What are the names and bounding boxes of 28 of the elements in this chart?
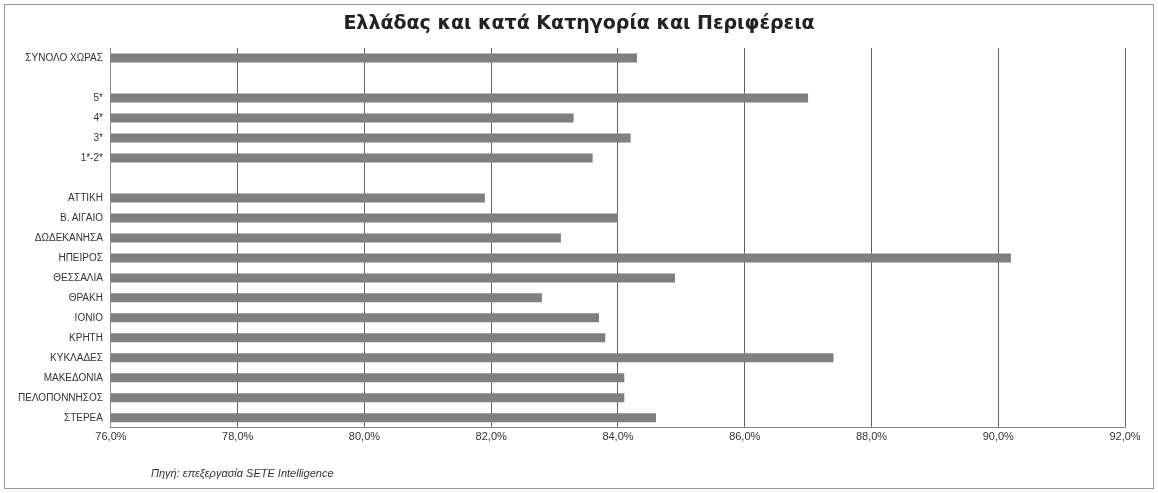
x-tick-label: 90,0% <box>982 430 1015 443</box>
x-tick-label: 84,0% <box>602 430 634 443</box>
chart-title: Ελλάδας και κατά Κατηγορία και Περιφέρεια <box>342 11 816 33</box>
x-tick-label: 76,0% <box>95 430 127 443</box>
y-tick-label: ΑΤΤΙΚΗ <box>68 191 103 203</box>
y-tick-label: ΜΑΚΕΔΟΝΙΑ <box>43 371 104 383</box>
y-tick-label: 5* <box>93 91 104 103</box>
y-tick-label: ΘΡΑΚΗ <box>68 291 103 303</box>
x-tick-label: 78,0% <box>222 430 254 443</box>
y-tick-label: ΔΩΔΕΚΑΝΗΣΑ <box>34 231 104 243</box>
x-tick-label: 86,0% <box>729 430 761 443</box>
y-tick-label: ΚΥΚΛΑΔΕΣ <box>50 351 103 363</box>
y-tick-label: ΣΤΕΡΕΑ <box>63 411 104 423</box>
y-tick-label: ΚΡΗΤΗ <box>69 331 103 343</box>
y-tick-label: ΣΥΝΟΛΟ ΧΩΡΑΣ <box>25 51 103 63</box>
y-tick-label: ΙΟΝΙΟ <box>74 311 104 323</box>
y-tick-label: ΠΕΛΟΠΟΝΝΗΣΟΣ <box>17 391 103 403</box>
x-tick-label: 80,0% <box>348 430 381 443</box>
text: Πηγή: επεξεργασία SETE Intelligence <box>151 467 334 479</box>
y-tick-label: ΘΕΣΣΑΛΙΑ <box>53 271 104 283</box>
x-tick-label: 82,0% <box>475 430 508 443</box>
y-tick-label: 3* <box>93 131 104 143</box>
x-tick-label: 92,0% <box>1109 430 1141 443</box>
y-tick-label: Β. ΑΙΓΑΙΟ <box>59 211 104 223</box>
y-tick-label: 4* <box>93 111 104 123</box>
x-tick-label: 88,0% <box>855 430 888 443</box>
y-tick-label: 1*-2* <box>80 151 104 163</box>
y-tick-label: ΗΠΕΙΡΟΣ <box>58 251 103 263</box>
